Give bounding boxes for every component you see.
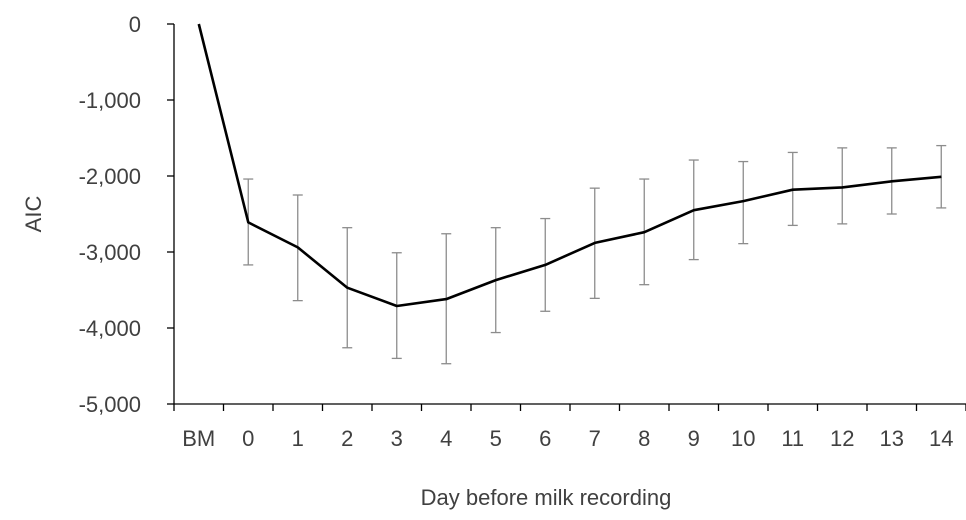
x-tick-label: 3: [391, 426, 403, 451]
x-axis: BM 0 1 2 3 4 5 6 7 8 9 10 11 12 13 14: [173, 403, 966, 451]
y-axis: 0 -1,000 -2,000 -3,000 -4,000 -5,000: [79, 12, 175, 417]
x-axis-title: Day before milk recording: [421, 485, 672, 510]
x-tick-label: 13: [880, 426, 904, 451]
x-tick-label: 1: [292, 426, 304, 451]
y-axis-title: AIC: [21, 196, 46, 233]
x-tick-label: 9: [688, 426, 700, 451]
error-bars: [243, 144, 947, 365]
error-bar: [837, 147, 848, 225]
aic-series-line: [197, 23, 942, 308]
x-tick-label: 8: [638, 426, 650, 451]
x-tick-label: 5: [490, 426, 502, 451]
x-tick-label: 11: [781, 426, 804, 451]
y-tick-label: -1,000: [79, 88, 141, 113]
y-tick-label: 0: [129, 12, 141, 37]
x-tick-label: 2: [341, 426, 353, 451]
y-tick-label: -4,000: [79, 316, 141, 341]
x-tick-label: 10: [731, 426, 755, 451]
x-tick-label: 4: [440, 426, 452, 451]
x-tick-label: 0: [242, 426, 254, 451]
y-tick-label: -2,000: [79, 164, 141, 189]
x-tick-label: 7: [589, 426, 601, 451]
x-tick-label: 6: [539, 426, 551, 451]
x-tick-label: 14: [929, 426, 953, 451]
error-bar: [738, 160, 749, 245]
x-tick-label: BM: [182, 426, 215, 451]
x-tick-label: 12: [830, 426, 854, 451]
y-tick-label: -3,000: [79, 240, 141, 265]
y-tick-label: -5,000: [79, 392, 141, 417]
